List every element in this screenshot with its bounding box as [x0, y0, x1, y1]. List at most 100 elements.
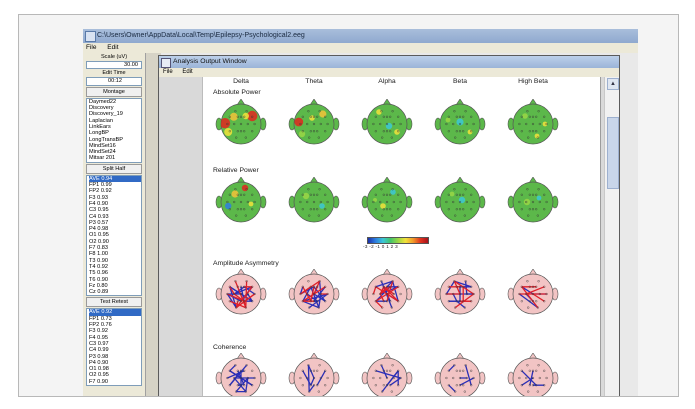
- split-half-item[interactable]: P4 0.98: [89, 226, 109, 233]
- split-half-button[interactable]: Split Half: [86, 163, 142, 174]
- electrode-marker: [458, 208, 462, 211]
- electrode-marker: [239, 292, 243, 296]
- electrode-marker: [537, 188, 540, 191]
- montage-item[interactable]: MindSet24: [89, 149, 116, 156]
- electrode-marker: [380, 188, 383, 191]
- test-retest-item[interactable]: C4 0.99: [89, 347, 109, 354]
- electrode-marker: [462, 193, 465, 196]
- electrode-marker: [454, 306, 457, 309]
- split-half-item[interactable]: C3 0.95: [89, 207, 109, 214]
- electrode-marker: [245, 364, 248, 367]
- montage-item[interactable]: LongTransBP: [89, 136, 123, 143]
- montage-item[interactable]: Discovery: [89, 105, 114, 112]
- electrode-marker: [455, 130, 458, 133]
- split-half-item[interactable]: F3 0.93: [89, 194, 108, 201]
- scroll-up-arrow-icon[interactable]: ▲: [607, 78, 619, 90]
- split-half-item[interactable]: O1 0.95: [89, 232, 109, 239]
- main-window-titlebar: C:\Users\Owner\AppData\Local\Temp\Epilep…: [83, 29, 638, 43]
- electrode-marker: [391, 110, 394, 113]
- electrode-marker: [301, 193, 304, 196]
- test-retest-list[interactable]: AVE 0.92 FP1 0.73 FP2 0.76 F3 0.92 F4 0.95 C3…: [86, 308, 142, 386]
- split-half-item[interactable]: F8 1.00: [89, 251, 108, 258]
- electrode-marker: [520, 285, 523, 288]
- split-half-item[interactable]: Fz 0.80: [89, 282, 108, 289]
- edit-time-input[interactable]: 00:12: [86, 77, 142, 86]
- split-half-item[interactable]: FP2 0.92: [89, 188, 112, 195]
- power-blob: [376, 109, 382, 115]
- test-retest-item[interactable]: F7 0.90: [89, 378, 108, 385]
- electrode-marker: [462, 130, 465, 133]
- electrode-marker: [235, 306, 238, 309]
- split-half-item[interactable]: F4 0.90: [89, 200, 108, 207]
- split-half-item[interactable]: P3 0.57: [89, 219, 109, 226]
- montage-item[interactable]: Discovery_19: [89, 111, 123, 118]
- electrode-marker: [545, 122, 548, 126]
- electrode-marker: [307, 280, 310, 283]
- test-retest-item[interactable]: FP2 0.76: [89, 322, 112, 329]
- split-half-item[interactable]: O2 0.90: [89, 238, 109, 245]
- test-retest-item[interactable]: AVE 0.92: [89, 309, 141, 316]
- electrode-marker: [309, 130, 312, 133]
- analysis-menu-file[interactable]: File: [163, 69, 173, 75]
- split-half-item[interactable]: T6 0.90: [89, 276, 108, 283]
- split-half-item[interactable]: F7 0.83: [89, 245, 108, 252]
- connection-line-red: [372, 286, 377, 295]
- electrode-marker: [389, 115, 392, 118]
- panel-splitter[interactable]: [146, 53, 161, 396]
- analysis-menubar: File Edit: [159, 68, 619, 77]
- split-half-item[interactable]: T5 0.96: [89, 270, 108, 277]
- electrode-marker: [318, 364, 321, 367]
- section-title-absolute-power: Absolute Power: [213, 89, 261, 96]
- electrode-marker: [385, 292, 389, 296]
- electrode-marker: [324, 285, 327, 288]
- test-retest-item[interactable]: O2 0.95: [89, 372, 109, 379]
- split-half-item[interactable]: FP1 0.99: [89, 182, 112, 189]
- main-menu-file[interactable]: File: [86, 44, 97, 51]
- electrode-marker: [543, 384, 546, 387]
- connection-line-red: [229, 286, 235, 295]
- split-half-item[interactable]: C4 0.93: [89, 213, 109, 220]
- electrode-marker: [253, 122, 256, 126]
- electrode-marker: [239, 369, 243, 372]
- test-retest-item[interactable]: O1 0.98: [89, 366, 109, 373]
- electrode-marker: [545, 200, 548, 204]
- split-half-item[interactable]: T3 0.90: [89, 257, 108, 264]
- head-outline: [293, 181, 335, 223]
- montage-item[interactable]: MindSet16: [89, 142, 116, 149]
- analysis-menu-edit[interactable]: Edit: [182, 69, 193, 75]
- test-retest-item[interactable]: F3 0.92: [89, 328, 108, 335]
- electrode-marker: [239, 285, 243, 288]
- test-retest-button[interactable]: Test Retest: [86, 297, 142, 308]
- split-half-item[interactable]: AVE 0.94: [89, 175, 141, 183]
- connection-line-blue: [454, 280, 472, 288]
- electrode-marker: [458, 384, 462, 387]
- split-half-list[interactable]: AVE 0.94 FP1 0.99 FP2 0.92 F3 0.93 F4 0.90 C3…: [86, 174, 142, 297]
- test-retest-item[interactable]: C3 0.97: [89, 340, 109, 347]
- montage-item[interactable]: LongBP: [89, 130, 109, 137]
- montage-button[interactable]: Montage: [86, 86, 142, 97]
- electrode-marker: [372, 376, 375, 380]
- electrode-marker: [399, 292, 402, 296]
- montage-item[interactable]: Laplacian: [89, 117, 113, 124]
- electrode-marker: [520, 300, 523, 303]
- electrode-marker: [380, 280, 383, 283]
- test-retest-item[interactable]: P3 0.98: [89, 353, 109, 360]
- electrode-marker: [243, 285, 246, 288]
- test-retest-item[interactable]: F4 0.95: [89, 334, 108, 341]
- test-retest-item[interactable]: P4 0.90: [89, 359, 109, 366]
- electrode-marker: [470, 193, 473, 196]
- electrode-marker: [445, 200, 448, 204]
- vertical-scrollbar[interactable]: ▲ ▼: [604, 77, 619, 396]
- scroll-thumb[interactable]: [607, 117, 619, 189]
- montage-item[interactable]: Mitsar 201: [89, 155, 116, 162]
- electrode-marker: [535, 384, 538, 387]
- split-half-item[interactable]: T4 0.92: [89, 263, 108, 270]
- montage-item[interactable]: Daymed22: [89, 98, 117, 105]
- electrode-marker: [239, 130, 243, 133]
- test-retest-item[interactable]: FP1 0.73: [89, 315, 112, 322]
- main-menu-edit[interactable]: Edit: [107, 44, 119, 51]
- split-half-item[interactable]: Cz 0.89: [89, 289, 109, 296]
- montage-item[interactable]: LinkEars: [89, 124, 111, 130]
- montage-list[interactable]: Daymed22 Discovery Discovery_19 Laplacian Li…: [86, 97, 142, 163]
- scale-input[interactable]: 30.00: [86, 61, 142, 70]
